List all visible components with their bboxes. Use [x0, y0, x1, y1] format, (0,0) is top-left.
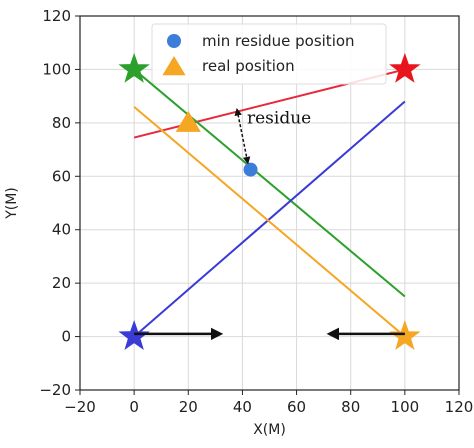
ticks-layer: −20 0 20 40 60 80 100 120 −20 0 20 40 60 80 100 120 — [39, 7, 473, 416]
residue-arrow — [234, 108, 251, 165]
y-tick-label: 0 — [61, 328, 71, 346]
x-tick-label: 0 — [129, 398, 139, 416]
y-tick-label: 100 — [42, 60, 71, 78]
x-axis-label: X(M) — [253, 422, 286, 438]
series-line — [133, 100, 406, 338]
x-tick-label: 20 — [179, 398, 198, 416]
real-position-marker — [175, 110, 201, 132]
series-line — [133, 68, 406, 298]
legend-label-real-position: real position — [202, 57, 295, 75]
series-line — [133, 106, 406, 338]
y-tick-label: 20 — [52, 274, 71, 292]
anchor-star — [389, 52, 421, 83]
x-tick-label: −20 — [64, 398, 96, 416]
x-tick-label: 80 — [341, 398, 360, 416]
plot-area-frame — [79, 15, 460, 391]
x-tick-label: 120 — [445, 398, 474, 416]
min-residue-marker — [243, 162, 258, 177]
legend: min residue position real position — [151, 23, 387, 85]
x-tick-label: 40 — [233, 398, 252, 416]
legend-box — [151, 23, 387, 85]
legend-marker-real-position — [162, 56, 186, 76]
y-axis-label: Y(M) — [4, 187, 20, 220]
x-tick-label: 60 — [287, 398, 306, 416]
y-tick-label: 80 — [52, 114, 71, 132]
legend-marker-min-residue — [167, 34, 181, 48]
legend-label-min-residue: min residue position — [202, 32, 355, 50]
residue-annotation-label: residue — [247, 109, 311, 129]
y-tick-label: −20 — [39, 381, 71, 399]
x-tick-label: 100 — [391, 398, 420, 416]
y-tick-label: 120 — [42, 7, 71, 25]
y-tick-label: 40 — [52, 221, 71, 239]
anchor-star — [118, 52, 150, 83]
y-tick-label: 60 — [52, 167, 71, 185]
arrows-layer — [134, 108, 405, 341]
markers-layer — [118, 52, 421, 350]
